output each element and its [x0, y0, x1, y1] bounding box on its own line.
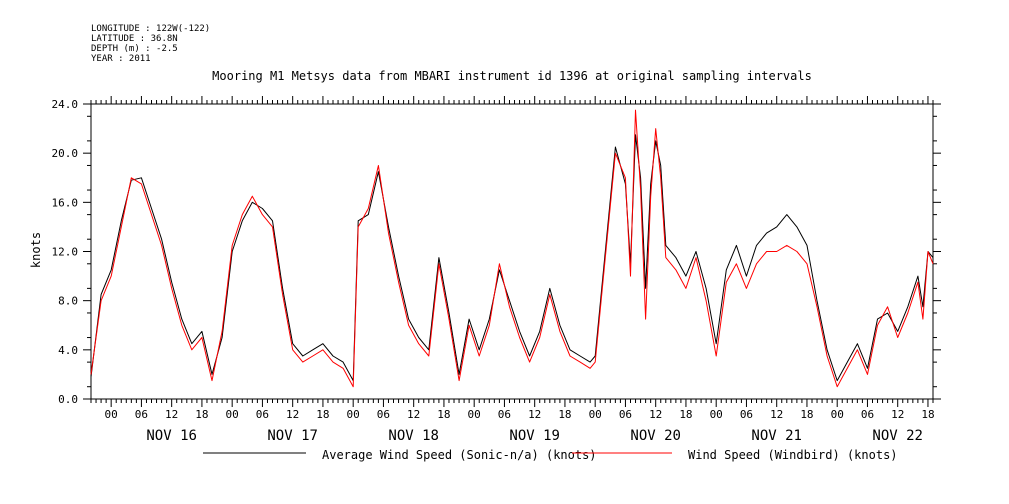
- x-day-label: NOV 18: [388, 428, 439, 444]
- y-tick-label: 12.0: [52, 246, 79, 259]
- x-hour-label: 06: [256, 408, 269, 421]
- y-tick-label: 8.0: [58, 295, 78, 308]
- legend-label-windbird: Wind Speed (Windbird) (knots): [688, 448, 898, 462]
- x-hour-label: 00: [105, 408, 118, 421]
- y-axis-ticks: 0.0 4.0 8.0 12.0 16.0 20.0 24.0: [52, 98, 941, 406]
- x-day-label: NOV 21: [751, 428, 802, 444]
- x-hour-label: 00: [226, 408, 239, 421]
- x-hour-label: 12: [528, 408, 541, 421]
- series-line-sonic: [90, 134, 934, 382]
- metadata-block: LONGITUDE : 122W(-122) LATITUDE : 36.8N …: [91, 24, 210, 64]
- x-hour-label: 18: [558, 408, 571, 421]
- x-hour-label: 18: [195, 408, 208, 421]
- x-hour-label: 12: [165, 408, 178, 421]
- x-hour-label: 00: [831, 408, 844, 421]
- meta-longitude: LONGITUDE : 122W(-122): [91, 24, 210, 34]
- x-day-label: NOV 20: [630, 428, 681, 444]
- x-axis-ticks: 00 06 12 NOV 16 18 00 06 12 NOV 17 18 00 06 12 NOV 18…: [90, 96, 935, 444]
- x-hour-label: 18: [921, 408, 934, 421]
- x-hour-label: 12: [649, 408, 662, 421]
- x-day-label: NOV 19: [509, 428, 560, 444]
- x-hour-label: 00: [347, 408, 360, 421]
- y-tick-label: 16.0: [52, 196, 79, 209]
- y-tick-label: 24.0: [52, 98, 79, 111]
- meta-year: YEAR : 2011: [91, 54, 151, 64]
- x-day-label: NOV 16: [146, 428, 197, 444]
- meta-depth: DEPTH (m) : -2.5: [91, 44, 178, 54]
- x-hour-label: 12: [770, 408, 783, 421]
- series-line-windbird: [90, 109, 934, 388]
- x-hour-label: 06: [740, 408, 753, 421]
- x-hour-label: 18: [800, 408, 813, 421]
- x-hour-label: 12: [891, 408, 904, 421]
- x-hour-label: 12: [407, 408, 420, 421]
- x-hour-label: 00: [589, 408, 602, 421]
- x-day-label: NOV 17: [267, 428, 318, 444]
- y-axis-label: knots: [29, 232, 43, 268]
- x-hour-label: 06: [377, 408, 390, 421]
- y-tick-label: 0.0: [58, 393, 78, 406]
- meta-latitude: LATITUDE : 36.8N: [91, 34, 178, 44]
- series-layer: [90, 109, 934, 388]
- legend-label-sonic: Average Wind Speed (Sonic-n/a) (knots): [322, 448, 597, 462]
- x-hour-label: 18: [316, 408, 329, 421]
- y-tick-label: 20.0: [52, 147, 79, 160]
- legend: Average Wind Speed (Sonic-n/a) (knots) W…: [203, 448, 898, 462]
- x-hour-label: 06: [619, 408, 632, 421]
- x-hour-label: 18: [437, 408, 450, 421]
- x-hour-label: 06: [135, 408, 148, 421]
- y-tick-label: 4.0: [58, 344, 78, 357]
- x-day-label: NOV 22: [872, 428, 923, 444]
- x-hour-label: 00: [710, 408, 723, 421]
- x-hour-label: 12: [286, 408, 299, 421]
- x-hour-label: 00: [468, 408, 481, 421]
- x-hour-label: 06: [861, 408, 874, 421]
- chart-title: Mooring M1 Metsys data from MBARI instru…: [212, 69, 812, 83]
- x-hour-label: 18: [679, 408, 692, 421]
- x-hour-label: 06: [498, 408, 511, 421]
